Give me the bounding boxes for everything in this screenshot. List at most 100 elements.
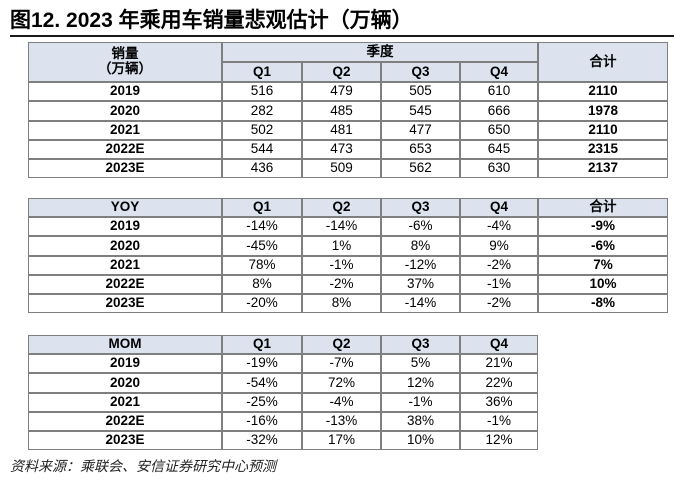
data-cell: -12% — [381, 255, 460, 275]
cell-text: -14% — [246, 218, 278, 234]
cell-text: 545 — [409, 102, 432, 118]
cell-text: 666 — [487, 102, 511, 118]
cell-text: -4% — [329, 393, 354, 409]
row-label: 2019 — [28, 354, 222, 374]
column-header: Q1 — [222, 198, 302, 217]
source-note: 资料来源：乘联会、安信证券研究中心预测 — [10, 459, 276, 475]
data-cell: -20% — [222, 294, 302, 314]
cell-text: 2023E — [105, 295, 145, 311]
column-header: Q3 — [381, 335, 460, 354]
row-label: 2021 — [28, 120, 222, 140]
cell-text: 2020 — [109, 237, 141, 253]
cell-text: -1% — [486, 413, 511, 429]
cell-text: 17% — [327, 432, 356, 448]
cell-text: 282 — [250, 102, 274, 118]
cell-text: Q3 — [411, 199, 430, 215]
data-cell: 2315 — [538, 139, 668, 160]
cell-text: （万辆） — [98, 61, 152, 76]
title-rule — [10, 35, 674, 37]
cell-text: YOY — [110, 199, 140, 215]
data-cell: 485 — [302, 101, 381, 121]
cell-text: MOM — [108, 336, 142, 352]
column-header: 合计 — [538, 198, 668, 217]
cell-text: 78% — [248, 256, 276, 272]
data-cell: -14% — [222, 217, 302, 237]
cell-text: -2% — [486, 295, 511, 311]
cell-text: -16% — [246, 413, 278, 429]
cell-text: 436 — [250, 160, 274, 176]
row-label: 2023E — [28, 294, 222, 314]
data-cell: 22% — [460, 373, 538, 393]
data-cell: 1% — [302, 236, 381, 256]
figure-title: 图12. 2023 年乘用车销量悲观估计（万辆） — [10, 9, 413, 32]
cell-text: -6% — [590, 237, 615, 253]
data-cell: 37% — [381, 274, 460, 295]
cell-text: Q2 — [332, 63, 351, 79]
data-cell: 38% — [381, 411, 460, 432]
data-cell: -19% — [222, 354, 302, 374]
row-header: 销量 （万辆） — [28, 42, 222, 82]
cell-text: Q4 — [489, 63, 508, 79]
cell-text: -2% — [486, 256, 511, 272]
data-cell: 502 — [222, 120, 302, 140]
cell-text: 2110 — [588, 83, 618, 99]
cell-text: Q2 — [332, 336, 351, 352]
cell-text: -1% — [408, 393, 433, 409]
cell-text: 485 — [330, 102, 353, 118]
data-cell: -6% — [381, 217, 460, 237]
data-cell: 2137 — [538, 159, 668, 179]
column-header: Q3 — [381, 198, 460, 217]
cell-text: 2020 — [109, 374, 141, 390]
data-cell: 477 — [381, 120, 460, 140]
cell-text: 72% — [327, 374, 356, 390]
cell-text: -8% — [590, 295, 615, 311]
cell-text: 10% — [589, 276, 617, 292]
cell-text: 9% — [489, 237, 509, 253]
cell-text: 479 — [330, 83, 353, 99]
column-header: Q1 — [222, 335, 302, 354]
cell-text: 季度 — [366, 43, 394, 59]
row-label: 2020 — [28, 101, 222, 121]
data-cell: -9% — [538, 217, 668, 237]
cell-text: 516 — [250, 83, 274, 99]
cell-text: 2022E — [105, 276, 145, 292]
cell-text: -45% — [246, 237, 278, 253]
data-cell: -4% — [460, 217, 538, 237]
row-label: 2022E — [28, 139, 222, 160]
data-cell: 10% — [538, 274, 668, 295]
data-cell: -1% — [381, 392, 460, 412]
cell-text: 2019 — [109, 83, 141, 99]
data-cell: -4% — [302, 392, 381, 412]
data-cell: 78% — [222, 255, 302, 275]
row-header: YOY — [28, 198, 222, 217]
cell-text: 2023E — [105, 432, 145, 448]
data-cell: -32% — [222, 431, 302, 451]
data-cell: -1% — [302, 255, 381, 275]
data-cell: -45% — [222, 236, 302, 256]
cell-text: 2110 — [588, 121, 618, 137]
data-cell: -54% — [222, 373, 302, 393]
data-cell: 8% — [302, 294, 381, 314]
cell-text: -4% — [486, 218, 511, 234]
data-cell: -25% — [222, 392, 302, 412]
data-cell: 509 — [302, 159, 381, 179]
cell-text: -54% — [246, 374, 278, 390]
row-label: 2023E — [28, 431, 222, 451]
cell-text: 2023E — [105, 160, 145, 176]
row-label: 2019 — [28, 217, 222, 237]
data-cell: 481 — [302, 120, 381, 140]
cell-text: 21% — [485, 355, 513, 371]
data-cell: 17% — [302, 431, 381, 451]
cell-text: 12% — [485, 432, 513, 448]
column-header: 合计 — [538, 42, 668, 82]
row-label: 2019 — [28, 82, 222, 102]
data-cell: 479 — [302, 82, 381, 102]
data-cell: -8% — [538, 294, 668, 314]
data-cell: -14% — [381, 294, 460, 314]
cell-text: 650 — [487, 121, 511, 137]
data-cell: 10% — [381, 431, 460, 451]
cell-text: Q1 — [252, 63, 271, 79]
data-cell: -1% — [460, 411, 538, 432]
data-cell: 72% — [302, 373, 381, 393]
